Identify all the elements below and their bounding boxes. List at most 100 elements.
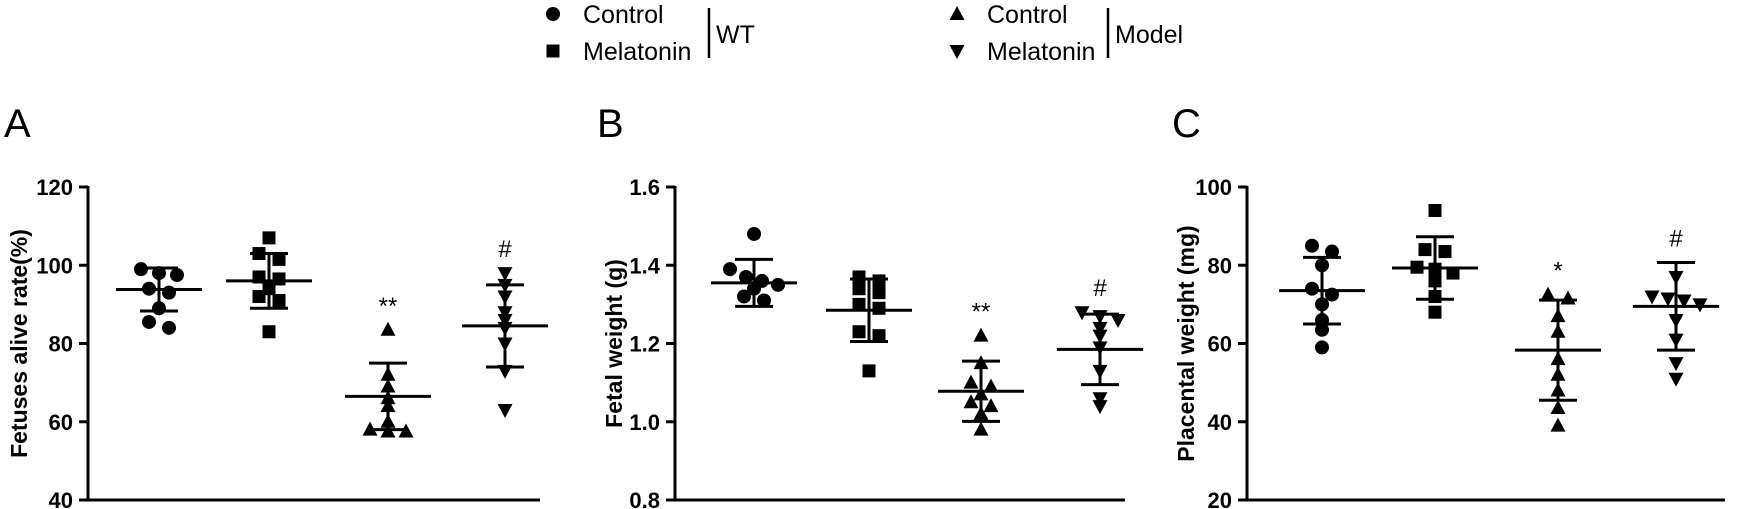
data-point-square [852, 282, 866, 296]
data-point-circle [152, 301, 166, 316]
panel-label: B [597, 102, 624, 146]
data-point-square [262, 231, 276, 245]
panels: A Fetuses alive rate(%) 40 60 80 100 120 ** # B Fe… [4, 102, 1725, 509]
significance-annotation: # [498, 236, 512, 263]
y-tick-label: 80 [49, 332, 73, 357]
data-point-triangle-up [1550, 400, 1566, 415]
data-point-square [272, 252, 286, 266]
significance-annotation: # [1669, 226, 1683, 253]
data-point-square [252, 270, 266, 284]
data-point-triangle-down [1092, 341, 1108, 356]
data-point-triangle-up [1550, 351, 1566, 366]
data-point-triangle-down [1092, 392, 1108, 407]
data-point-circle [134, 262, 148, 277]
data-point-triangle-up [1550, 382, 1566, 397]
data-point-square [252, 290, 266, 304]
data-point-triangle-up [973, 421, 989, 436]
data-point-triangle-up [380, 413, 396, 428]
data-point-triangle-up [963, 394, 979, 409]
panel-label: C [1172, 102, 1201, 146]
group-square [226, 231, 312, 339]
data-point-triangle-up [380, 378, 396, 393]
data-point-square [872, 286, 886, 300]
y-tick-label: 100 [1195, 175, 1232, 200]
data-point-triangle-down [1074, 306, 1090, 321]
data-point-triangle-down [1092, 364, 1108, 379]
data-point-triangle-up [380, 398, 396, 413]
data-point-triangle-up [362, 421, 378, 436]
data-point-circle [1305, 281, 1319, 296]
data-point-square [1418, 243, 1432, 257]
y-tick-label: 20 [1208, 488, 1232, 509]
group-triangle-up: * [1515, 258, 1601, 432]
data-point-circle [1315, 340, 1329, 355]
legend-entry-label: Melatonin [583, 38, 691, 66]
data-point-triangle-up [380, 423, 396, 438]
y-tick-label: 120 [36, 175, 73, 200]
group-triangle-up: ** [345, 293, 431, 438]
data-point-triangle-down [1092, 400, 1108, 415]
data-point-square [1428, 274, 1442, 288]
data-point-triangle-up [1550, 417, 1566, 432]
data-point-square [1410, 260, 1424, 274]
y-axis-label: Fetal weight (g) [601, 259, 627, 428]
group-circle [711, 226, 797, 308]
data-point-circle [152, 266, 166, 281]
data-point-triangle-up [380, 366, 396, 381]
data-point-circle [747, 281, 761, 296]
data-point-triangle-down [1110, 314, 1126, 329]
data-point-circle [1325, 287, 1339, 302]
data-point-triangle-up [398, 423, 414, 438]
data-point-triangle-down [1676, 294, 1692, 309]
legend-marker-circle-icon [546, 7, 560, 21]
y-tick-label: 1.0 [629, 410, 660, 435]
data-point-triangle-down [1668, 314, 1684, 329]
data-point-triangle-down [1092, 329, 1108, 344]
data-point-square [262, 325, 276, 339]
data-point-triangle-up [1550, 366, 1566, 381]
data-point-triangle-down [1692, 298, 1708, 313]
y-tick-label: 40 [1208, 410, 1232, 435]
data-point-square [872, 301, 886, 315]
data-point-square [262, 282, 276, 296]
data-point-triangle-down [1092, 310, 1108, 325]
data-point-square [1438, 245, 1452, 259]
data-point-triangle-down [1668, 270, 1684, 285]
significance-annotation: # [1093, 275, 1107, 302]
data-point-circle [1315, 322, 1329, 337]
panel-b: B Fetal weight (g) 0.8 1.0 1.2 1.4 1.6 ** # [597, 102, 1143, 509]
group-circle [1279, 238, 1365, 355]
data-point-circle [723, 262, 737, 277]
data-point-circle [1315, 258, 1329, 273]
data-point-triangle-up [380, 321, 396, 336]
data-point-circle [1315, 297, 1329, 312]
data-point-triangle-up [1550, 308, 1566, 323]
data-point-circle [142, 314, 156, 329]
data-point-circle [771, 277, 785, 292]
data-point-square [1428, 290, 1442, 304]
data-point-triangle-down [1668, 333, 1684, 348]
group-triangle-up: ** [938, 299, 1024, 436]
data-point-triangle-down [497, 306, 513, 321]
data-point-triangle-down [1644, 290, 1660, 305]
significance-annotation: * [1553, 258, 1562, 285]
data-point-triangle-up [973, 355, 989, 370]
data-point-triangle-up [983, 378, 999, 393]
panel-c: C Placental weight (mg) 20 40 60 80 100 * # [1172, 102, 1725, 509]
data-point-square [1428, 305, 1442, 319]
data-point-triangle-down [497, 337, 513, 352]
data-point-triangle-down [497, 314, 513, 329]
y-tick-label: 1.6 [629, 175, 660, 200]
data-point-triangle-up [973, 386, 989, 401]
data-point-square [1428, 262, 1442, 276]
y-axis-label: Fetuses alive rate(%) [6, 229, 32, 458]
legend-group-name: Model [1115, 21, 1183, 49]
group-triangle-down: # [1633, 226, 1719, 387]
data-point-circle [162, 285, 176, 300]
data-point-triangle-down [497, 278, 513, 293]
data-point-triangle-down [497, 321, 513, 336]
y-tick-label: 1.4 [629, 253, 660, 278]
y-axis-label: Placental weight (mg) [1173, 225, 1199, 461]
y-tick-label: 60 [1208, 332, 1232, 357]
